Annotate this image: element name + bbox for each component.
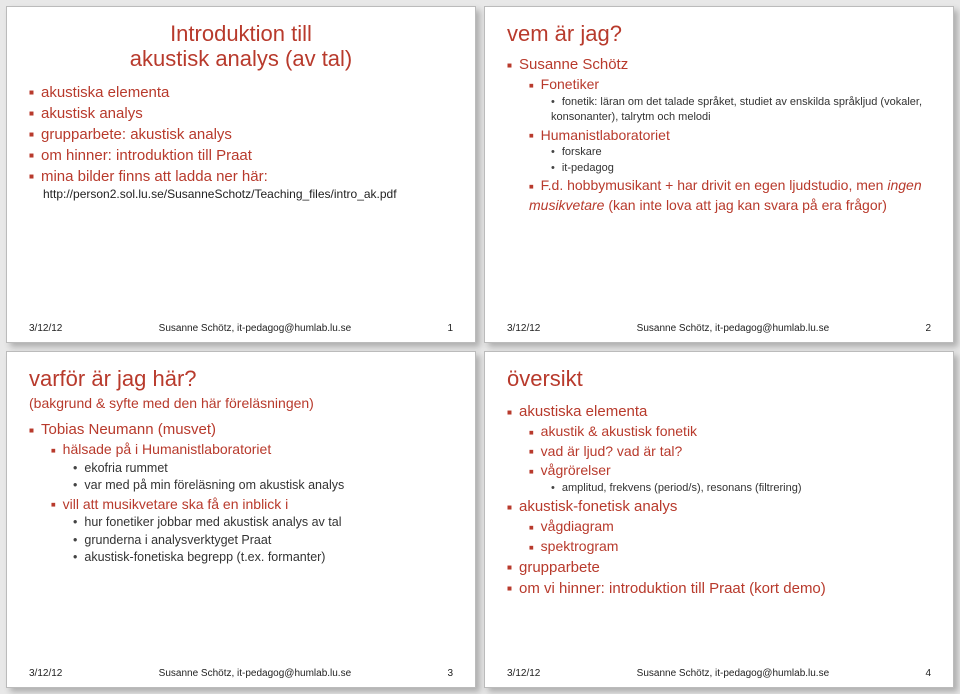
url-text: http://person2.sol.lu.se/SusanneSchotz/T…: [29, 187, 453, 201]
footer-author: Susanne Schötz, it-pedagog@humlab.lu.se: [637, 668, 830, 679]
list-item: vågdiagram: [529, 517, 931, 537]
footer-num: 2: [925, 323, 931, 334]
list-item: akustiska elementa: [507, 401, 931, 422]
bullet-list-l2: hälsade på i Humanistlaboratoriet: [29, 440, 453, 460]
slide-content: akustiska elementa akustisk analys grupp…: [29, 76, 453, 314]
slide-2: vem är jag? Susanne Schötz Fonetiker fon…: [484, 6, 954, 343]
footer-num: 4: [925, 668, 931, 679]
slide-content: akustiska elementa akustik & akustisk fo…: [507, 401, 931, 659]
bullet-list-l1: Tobias Neumann (musvet): [29, 419, 453, 440]
bullet-list: akustiska elementa akustisk analys grupp…: [29, 82, 453, 187]
footer-author: Susanne Schötz, it-pedagog@humlab.lu.se: [159, 668, 352, 679]
list-item: akustisk-fonetiska begrepp (t.ex. forman…: [73, 549, 453, 567]
bullet-list-l3: amplitud, frekvens (period/s), resonans …: [507, 481, 931, 496]
bullet-list-l3: hur fonetiker jobbar med akustisk analys…: [29, 514, 453, 567]
list-item: Humanistlaboratoriet: [529, 126, 931, 146]
slide-title: Introduktion till akustisk analys (av ta…: [29, 21, 453, 72]
slide-4: översikt akustiska elementa akustik & ak…: [484, 351, 954, 688]
footer-date: 3/12/12: [29, 668, 62, 679]
bullet-list-l2: F.d. hobbymusikant + har drivit en egen …: [507, 176, 931, 215]
list-item: Tobias Neumann (musvet): [29, 419, 453, 440]
slide-content: Tobias Neumann (musvet) hälsade på i Hum…: [29, 419, 453, 659]
list-item: hälsade på i Humanistlaboratoriet: [51, 440, 453, 460]
bullet-list-l2: vill att musikvetare ska få en inblick i: [29, 495, 453, 515]
footer-num: 3: [447, 668, 453, 679]
list-item: Fonetiker: [529, 75, 931, 95]
bullet-list-l2: Humanistlaboratoriet: [507, 126, 931, 146]
bullet-list-l1: Susanne Schötz: [507, 54, 931, 75]
list-item: akustisk-fonetisk analys: [507, 496, 931, 517]
list-item: om hinner: introduktion till Praat: [29, 145, 453, 166]
list-item: vågrörelser: [529, 461, 931, 481]
list-item: spektrogram: [529, 537, 931, 557]
slide-title: vem är jag?: [507, 21, 931, 46]
text-pre: F.d. hobbymusikant + har drivit en egen …: [541, 177, 888, 193]
list-item: grunderna i analysverktyget Praat: [73, 532, 453, 550]
title-line-2: akustisk analys (av tal): [130, 46, 353, 71]
title-line-1: Introduktion till: [170, 21, 312, 46]
list-item: akustiska elementa: [29, 82, 453, 103]
slide-footer: 3/12/12 Susanne Schötz, it-pedagog@humla…: [507, 668, 931, 679]
bullet-list-l3: forskare it-pedagog: [507, 145, 931, 176]
bullet-list-l3: ekofria rummet var med på min föreläsnin…: [29, 460, 453, 495]
text-post: (kan inte lova att jag kan svara på era …: [604, 197, 886, 213]
bullet-list-l1: grupparbete om vi hinner: introduktion t…: [507, 557, 931, 599]
slide-title: varför är jag här?: [29, 366, 453, 391]
footer-date: 3/12/12: [507, 668, 540, 679]
slide-content: Susanne Schötz Fonetiker fonetik: läran …: [507, 50, 931, 314]
list-item: F.d. hobbymusikant + har drivit en egen …: [529, 176, 931, 215]
slide-footer: 3/12/12 Susanne Schötz, it-pedagog@humla…: [507, 323, 931, 334]
list-item: grupparbete: [507, 557, 931, 578]
footer-author: Susanne Schötz, it-pedagog@humlab.lu.se: [637, 323, 830, 334]
bullet-list-l2: akustik & akustisk fonetik vad är ljud? …: [507, 422, 931, 481]
list-item: vill att musikvetare ska få en inblick i: [51, 495, 453, 515]
list-item: mina bilder finns att ladda ner här:: [29, 166, 453, 187]
slide-footer: 3/12/12 Susanne Schötz, it-pedagog@humla…: [29, 323, 453, 334]
bullet-list-l2: Fonetiker: [507, 75, 931, 95]
slide-title: översikt: [507, 366, 931, 391]
bullet-list-l2: vågdiagram spektrogram: [507, 517, 931, 556]
list-item: var med på min föreläsning om akustisk a…: [73, 477, 453, 495]
bullet-list-l1: akustiska elementa: [507, 401, 931, 422]
list-item: fonetik: läran om det talade språket, st…: [551, 95, 931, 126]
slide-subtitle: (bakgrund & syfte med den här föreläsnin…: [29, 395, 453, 411]
list-item: it-pedagog: [551, 161, 931, 176]
slide-3: varför är jag här? (bakgrund & syfte med…: [6, 351, 476, 688]
slide-footer: 3/12/12 Susanne Schötz, it-pedagog@humla…: [29, 668, 453, 679]
bullet-list-l1: akustisk-fonetisk analys: [507, 496, 931, 517]
list-item: Susanne Schötz: [507, 54, 931, 75]
list-item: akustik & akustisk fonetik: [529, 422, 931, 442]
list-item: amplitud, frekvens (period/s), resonans …: [551, 481, 931, 496]
bullet-list-l3: fonetik: läran om det talade språket, st…: [507, 95, 931, 126]
list-item: om vi hinner: introduktion till Praat (k…: [507, 578, 931, 599]
list-item: ekofria rummet: [73, 460, 453, 478]
footer-author: Susanne Schötz, it-pedagog@humlab.lu.se: [159, 323, 352, 334]
list-item: vad är ljud? vad är tal?: [529, 442, 931, 462]
list-item: forskare: [551, 145, 931, 160]
list-item: grupparbete: akustisk analys: [29, 124, 453, 145]
slide-1: Introduktion till akustisk analys (av ta…: [6, 6, 476, 343]
footer-date: 3/12/12: [507, 323, 540, 334]
list-item: hur fonetiker jobbar med akustisk analys…: [73, 514, 453, 532]
footer-date: 3/12/12: [29, 323, 62, 334]
footer-num: 1: [447, 323, 453, 334]
list-item: akustisk analys: [29, 103, 453, 124]
